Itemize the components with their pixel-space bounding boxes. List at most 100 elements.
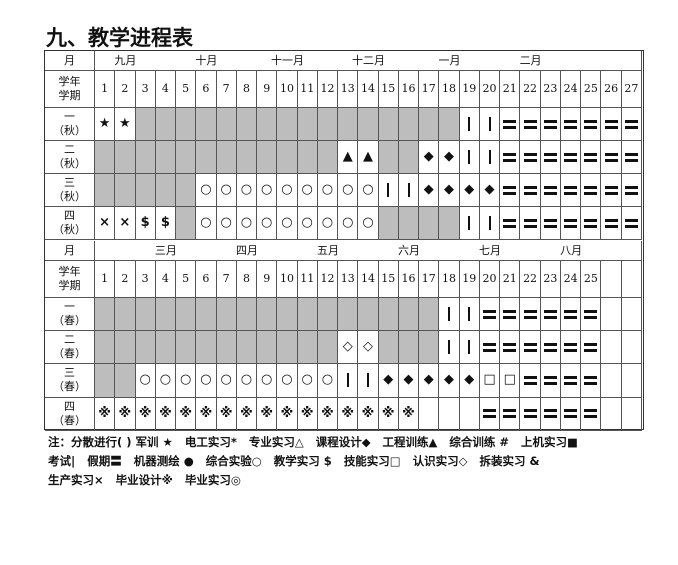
schedule-cell: ◆	[439, 364, 460, 398]
cell-text: 4	[161, 82, 169, 95]
schedule-cell	[560, 397, 582, 431]
month-name: 九月	[114, 53, 137, 67]
schedule-cell	[560, 174, 582, 207]
schedule-cell: ○	[236, 174, 258, 207]
week-number: 5	[176, 261, 197, 298]
vacation-icon	[624, 119, 638, 129]
activity-symbol: ※	[381, 405, 395, 421]
schedule-cell	[378, 331, 399, 365]
schedule-cell	[115, 174, 136, 207]
schedule-cell	[500, 108, 521, 141]
schedule-cell: ○	[135, 364, 156, 398]
cell-text: 17	[421, 272, 436, 285]
cell-text: 11	[300, 82, 315, 95]
week-number: 6	[196, 261, 217, 298]
exam-icon	[346, 373, 349, 388]
semester-header: 学年 学期	[45, 71, 95, 108]
activity-symbol: ※	[280, 405, 294, 421]
schedule-cell: ○	[277, 364, 298, 398]
month-row: 九月 十月 十一月 十二月 一月 二月	[95, 51, 642, 71]
legend-item: 工程训练▲	[382, 435, 438, 449]
schedule-cell: ○	[216, 207, 237, 240]
vacation-icon	[523, 185, 537, 195]
legend-item: 考试|	[48, 454, 76, 468]
schedule-cell	[581, 397, 602, 431]
schedule-cell	[317, 298, 339, 332]
activity-symbol: ○	[342, 182, 354, 197]
legend-notes: 注：分散进行( ) 军训 ★ 电工实习* 专业实习△ 课程设计◆ 工程训练▲ 综合训练 #…	[48, 433, 678, 490]
cell-text: 20	[482, 82, 497, 95]
week-number: 27	[621, 71, 642, 108]
schedule-cell: ○	[277, 207, 298, 240]
schedule-cell	[176, 207, 197, 240]
schedule-cell: ◆	[439, 141, 460, 174]
cell-text: 2	[121, 82, 129, 95]
cell-text: 23	[543, 272, 558, 285]
week-number	[601, 261, 622, 298]
activity-symbol: ○	[220, 182, 232, 197]
legend-item: 课程设计◆	[315, 435, 371, 449]
exam-icon	[468, 150, 471, 164]
legend-item: 综合实验○	[205, 454, 262, 468]
cell-text: 9	[263, 272, 271, 285]
schedule-cell	[581, 108, 602, 141]
month-name: 十月	[195, 53, 218, 67]
exam-icon	[488, 216, 491, 230]
schedule-cell	[236, 141, 258, 174]
schedule-cell: ※	[257, 397, 278, 431]
activity-symbol: ○	[281, 215, 293, 230]
cell-text: 12	[320, 272, 335, 285]
schedule-cell	[520, 364, 541, 398]
activity-symbol: ○	[179, 372, 192, 388]
schedule-cell	[520, 331, 541, 365]
week-number: 14	[358, 71, 379, 108]
week-number: 3	[135, 71, 156, 108]
activity-symbol: ○	[321, 182, 334, 197]
week-number: 12	[317, 71, 339, 108]
schedule-cell	[317, 141, 339, 174]
schedule-cell	[257, 141, 278, 174]
cell-text: 10	[279, 82, 294, 95]
vacation-icon	[624, 152, 638, 162]
schedule-cell	[621, 174, 642, 207]
cell-text: 二 （秋）	[53, 143, 86, 170]
cell-text: 5	[182, 272, 190, 285]
schedule-cell	[621, 397, 642, 431]
activity-symbol: ○	[240, 372, 253, 388]
semester-label: 一 （春）	[45, 298, 95, 332]
activity-symbol: ◆	[464, 182, 475, 197]
schedule-cell	[500, 141, 521, 174]
activity-symbol: ○	[321, 372, 334, 388]
schedule-cell	[520, 207, 541, 240]
cell-text: 16	[401, 272, 416, 285]
schedule-cell: ※	[317, 397, 339, 431]
schedule-cell	[196, 298, 217, 332]
schedule-cell: ○	[176, 364, 197, 398]
activity-symbol: ※	[179, 405, 192, 421]
week-number: 21	[500, 71, 521, 108]
cell-text: 15	[381, 272, 396, 285]
schedule-cell	[459, 207, 480, 240]
exam-icon	[488, 150, 491, 164]
vacation-icon	[543, 152, 557, 162]
schedule-cell: ※	[358, 397, 379, 431]
activity-symbol: ★	[98, 116, 111, 131]
schedule-cell	[398, 174, 420, 207]
schedule-cell	[621, 108, 642, 141]
semester-label: 一 （秋）	[45, 108, 95, 141]
activity-symbol: ○	[261, 182, 273, 197]
teaching-schedule-table: 月九月 十月 十一月 十二月 一月 二月 学年 学期 1 2 3 4 5 6 7 8 9 10 11 12 13 14 1…	[44, 50, 644, 431]
vacation-icon	[604, 185, 618, 195]
cell-text: 月	[64, 243, 75, 257]
vacation-icon	[543, 185, 557, 195]
schedule-cell	[601, 174, 622, 207]
schedule-cell	[419, 207, 440, 240]
semester-header: 学年 学期	[45, 261, 95, 298]
semester-label: 二 （秋）	[45, 141, 95, 174]
vacation-icon	[584, 218, 598, 228]
schedule-cell: ○	[196, 207, 217, 240]
schedule-cell	[155, 108, 177, 141]
schedule-cell	[236, 108, 258, 141]
activity-symbol: ※	[240, 405, 253, 421]
schedule-cell	[176, 108, 197, 141]
